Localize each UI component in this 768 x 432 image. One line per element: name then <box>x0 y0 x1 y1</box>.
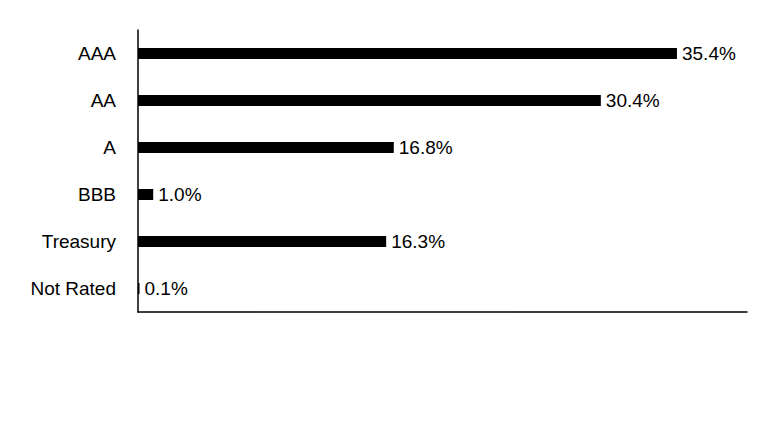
svg-text:1.0%: 1.0% <box>158 184 201 205</box>
svg-text:0.1%: 0.1% <box>145 278 188 299</box>
svg-text:A: A <box>103 137 116 158</box>
svg-text:35.4%: 35.4% <box>682 43 736 64</box>
svg-text:30.4%: 30.4% <box>606 90 660 111</box>
svg-text:AAA: AAA <box>78 43 116 64</box>
svg-text:Treasury: Treasury <box>42 231 117 252</box>
svg-text:BBB: BBB <box>78 184 116 205</box>
svg-text:16.8%: 16.8% <box>399 137 453 158</box>
svg-text:16.3%: 16.3% <box>391 231 445 252</box>
svg-text:Not Rated: Not Rated <box>30 278 116 299</box>
svg-text:AA: AA <box>91 90 117 111</box>
